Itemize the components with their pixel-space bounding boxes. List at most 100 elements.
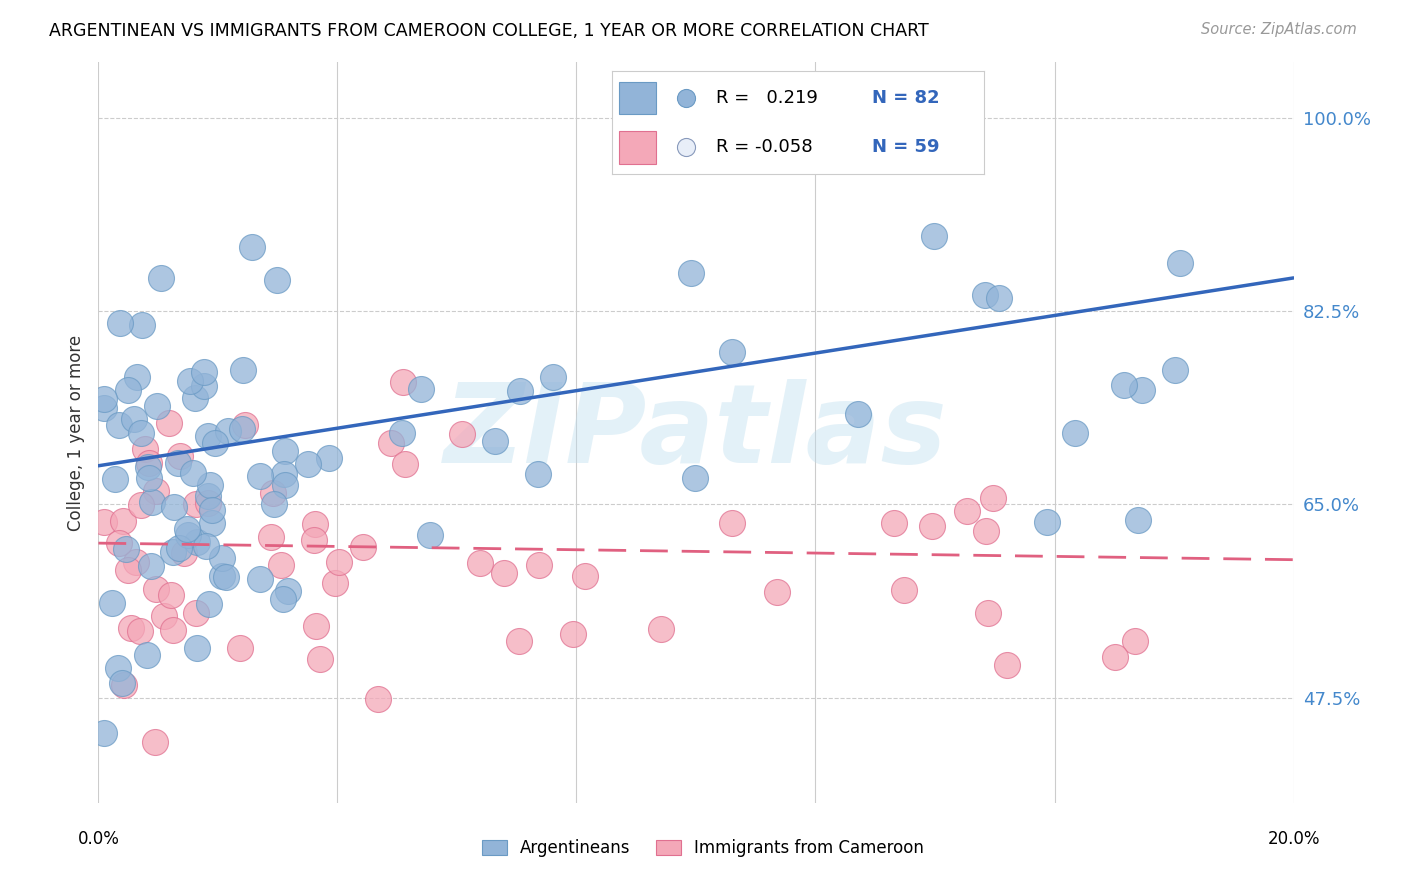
Point bbox=[197, 489, 219, 503]
Point bbox=[93, 515, 115, 529]
Point bbox=[186, 641, 208, 656]
Point bbox=[194, 539, 217, 553]
Point bbox=[162, 623, 184, 637]
Point bbox=[181, 466, 204, 480]
Point bbox=[679, 266, 702, 280]
Point bbox=[1114, 377, 1136, 392]
Point bbox=[974, 524, 997, 539]
Point bbox=[167, 541, 190, 555]
Point bbox=[883, 516, 905, 531]
Point bbox=[977, 606, 1000, 620]
Point bbox=[108, 316, 131, 330]
Point bbox=[262, 486, 284, 500]
Point bbox=[163, 500, 186, 514]
Point bbox=[574, 568, 596, 582]
Point bbox=[169, 449, 191, 463]
Point bbox=[308, 652, 330, 666]
Point bbox=[1104, 649, 1126, 664]
Point bbox=[974, 288, 997, 302]
Point bbox=[721, 516, 744, 530]
Point bbox=[131, 318, 153, 333]
Point bbox=[318, 451, 340, 466]
Bar bbox=[619, 131, 657, 163]
Point bbox=[145, 484, 167, 499]
Point bbox=[117, 384, 139, 398]
Point bbox=[1126, 513, 1149, 527]
Point bbox=[391, 375, 413, 389]
Point bbox=[893, 582, 915, 597]
Point bbox=[122, 412, 145, 426]
Point bbox=[304, 516, 326, 531]
Point bbox=[193, 366, 215, 380]
Point bbox=[304, 533, 326, 548]
Point bbox=[93, 401, 115, 415]
Point bbox=[922, 228, 945, 243]
Point bbox=[135, 648, 157, 662]
Point bbox=[179, 374, 201, 388]
Point bbox=[120, 621, 142, 635]
Point bbox=[683, 471, 706, 485]
Text: R =   0.219: R = 0.219 bbox=[716, 89, 818, 107]
Point bbox=[152, 608, 174, 623]
Point bbox=[543, 370, 565, 384]
Point bbox=[183, 391, 205, 405]
Point bbox=[921, 518, 943, 533]
Point bbox=[274, 478, 297, 492]
Point bbox=[233, 417, 256, 432]
Point bbox=[104, 472, 127, 486]
Point bbox=[214, 569, 236, 583]
Point bbox=[527, 467, 550, 481]
Text: 0.0%: 0.0% bbox=[77, 830, 120, 848]
Point bbox=[328, 556, 350, 570]
Point bbox=[145, 399, 167, 413]
Point bbox=[1064, 425, 1087, 440]
Point bbox=[1036, 515, 1059, 529]
Point bbox=[394, 457, 416, 471]
Point bbox=[231, 421, 253, 435]
Point bbox=[367, 691, 389, 706]
Point bbox=[143, 735, 166, 749]
Point bbox=[211, 551, 233, 566]
Point bbox=[159, 588, 181, 602]
Point bbox=[391, 426, 413, 441]
Point bbox=[720, 344, 742, 359]
Point bbox=[129, 624, 152, 638]
Point bbox=[186, 535, 208, 549]
Point bbox=[197, 429, 219, 443]
Point bbox=[380, 436, 402, 450]
Point bbox=[211, 569, 233, 583]
Point bbox=[117, 563, 139, 577]
Point bbox=[107, 536, 129, 550]
Point bbox=[157, 417, 180, 431]
Point bbox=[562, 627, 585, 641]
Point bbox=[273, 467, 295, 482]
Bar bbox=[619, 81, 657, 114]
Point bbox=[93, 392, 115, 407]
Point bbox=[409, 382, 432, 396]
Point bbox=[136, 460, 159, 475]
Point bbox=[176, 522, 198, 536]
Point bbox=[125, 370, 148, 384]
Point bbox=[766, 585, 789, 599]
Point bbox=[451, 427, 474, 442]
Point bbox=[1164, 363, 1187, 377]
Point bbox=[263, 497, 285, 511]
Point bbox=[240, 240, 263, 254]
Point bbox=[260, 530, 283, 544]
Point bbox=[981, 491, 1004, 505]
Text: N = 59: N = 59 bbox=[872, 138, 941, 156]
Point bbox=[93, 726, 115, 740]
Point bbox=[177, 528, 200, 542]
Point bbox=[129, 426, 152, 441]
Point bbox=[138, 456, 160, 470]
Legend: Argentineans, Immigrants from Cameroon: Argentineans, Immigrants from Cameroon bbox=[474, 831, 932, 866]
Point bbox=[173, 546, 195, 560]
Point bbox=[139, 559, 162, 574]
Text: R = -0.058: R = -0.058 bbox=[716, 138, 813, 156]
Point bbox=[484, 434, 506, 448]
Point bbox=[197, 597, 219, 611]
Point bbox=[988, 291, 1011, 305]
Point bbox=[277, 584, 299, 599]
Point bbox=[509, 384, 531, 398]
Text: ZIPatlas: ZIPatlas bbox=[444, 379, 948, 486]
